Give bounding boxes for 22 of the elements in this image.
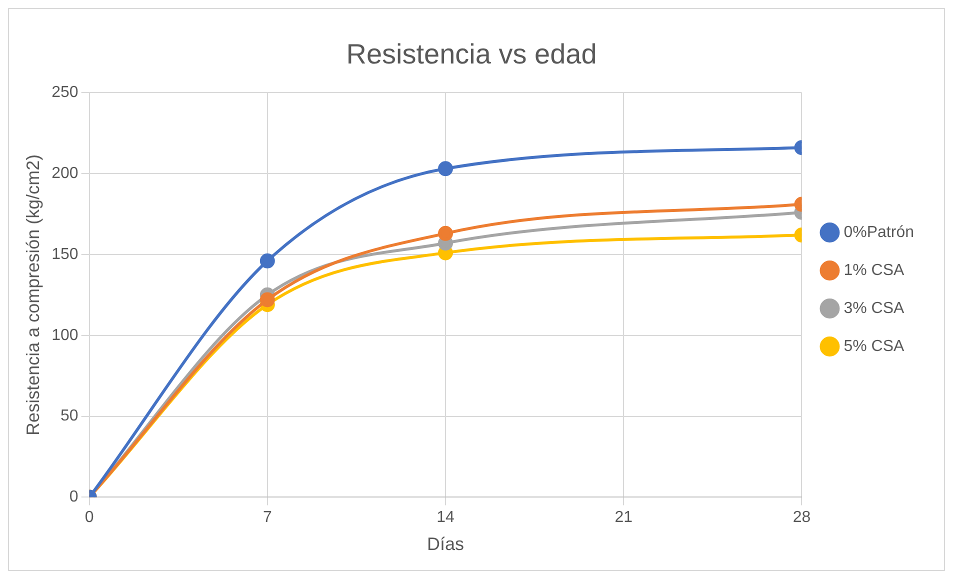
legend-label: 0%Patrón	[844, 224, 914, 241]
y-tick-label: 0	[69, 488, 78, 506]
legend-label: 3% CSA	[844, 300, 905, 317]
legend-label: 1% CSA	[844, 262, 905, 279]
y-tick-label: 150	[52, 246, 78, 263]
chart-title: Resistencia vs edad	[346, 38, 597, 70]
legend-label: 5% CSA	[844, 338, 905, 355]
y-tick-label: 50	[60, 408, 78, 425]
y-tick-label: 200	[52, 164, 78, 182]
point	[260, 253, 275, 268]
x-tick-label: 7	[262, 509, 272, 526]
x-axis-title: Días	[427, 534, 464, 554]
point	[438, 226, 454, 241]
y-tick-label: 100	[52, 326, 78, 344]
y-tick-label: 250	[52, 84, 78, 102]
y-axis-title: Resistencia a compresión (kg/cm2)	[22, 154, 43, 436]
point	[260, 292, 275, 308]
x-tick-label: 21	[614, 509, 633, 526]
point	[438, 161, 454, 176]
x-tick-label: 14	[436, 509, 455, 526]
x-tick-label: 28	[792, 509, 811, 526]
x-tick-label: 0	[84, 509, 94, 526]
